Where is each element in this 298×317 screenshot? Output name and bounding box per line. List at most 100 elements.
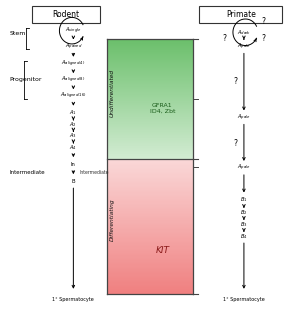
Bar	[108, 273, 193, 275]
Bar	[108, 193, 193, 195]
Bar	[108, 81, 193, 82]
Bar	[108, 207, 193, 208]
Bar	[108, 227, 193, 228]
Bar	[108, 71, 193, 72]
Text: $A_{aligned(8)}$: $A_{aligned(8)}$	[61, 75, 86, 85]
Text: $A_4$: $A_4$	[69, 143, 77, 152]
Bar	[108, 205, 193, 206]
Bar	[108, 84, 193, 85]
Bar	[108, 151, 193, 152]
Text: $B_1$: $B_1$	[240, 195, 248, 204]
Bar	[108, 128, 193, 130]
Bar	[108, 166, 193, 167]
Bar	[108, 41, 193, 42]
Bar	[108, 141, 193, 143]
Text: $A_2$: $A_2$	[69, 120, 77, 129]
Bar	[108, 117, 193, 118]
Bar	[108, 220, 193, 222]
Bar	[108, 269, 193, 270]
Bar	[108, 119, 193, 120]
Text: ?: ?	[233, 77, 237, 86]
Bar	[108, 256, 193, 257]
Text: Intermediate: Intermediate	[10, 170, 45, 175]
Bar	[108, 55, 193, 56]
Bar	[108, 45, 193, 46]
Text: ?: ?	[223, 34, 227, 43]
Bar	[108, 238, 193, 240]
Bar	[108, 233, 193, 234]
Bar	[108, 226, 193, 227]
Text: $A_{aligned(4)}$: $A_{aligned(4)}$	[61, 59, 86, 69]
Bar	[108, 152, 193, 153]
Bar	[108, 230, 193, 232]
Bar	[108, 289, 193, 290]
Bar	[108, 178, 193, 179]
Bar	[108, 106, 193, 107]
Bar	[108, 171, 193, 172]
Bar	[108, 102, 193, 104]
Bar	[108, 85, 193, 86]
Bar	[108, 54, 193, 55]
Text: Stem: Stem	[10, 31, 26, 36]
Bar	[108, 110, 193, 111]
Bar	[108, 202, 193, 204]
Bar	[108, 177, 193, 178]
Bar	[108, 139, 193, 140]
Text: ?: ?	[261, 34, 265, 43]
Bar	[108, 201, 193, 202]
Bar	[108, 187, 193, 188]
Bar	[108, 223, 193, 224]
Bar	[108, 260, 193, 261]
Bar	[108, 43, 193, 45]
Bar	[108, 169, 193, 170]
Text: $A_{pale}$: $A_{pale}$	[237, 41, 251, 52]
Bar	[108, 40, 193, 41]
Text: Rodent: Rodent	[52, 10, 80, 19]
Bar	[108, 56, 193, 58]
Bar	[108, 172, 193, 173]
Bar	[108, 82, 193, 84]
Bar	[108, 167, 193, 169]
Bar	[108, 75, 193, 76]
Bar	[108, 180, 193, 181]
Text: Primate: Primate	[226, 10, 256, 19]
Bar	[108, 235, 193, 236]
Bar	[108, 100, 193, 101]
Bar	[108, 53, 193, 54]
Bar	[108, 222, 193, 223]
Bar	[108, 115, 193, 117]
Bar	[108, 42, 193, 43]
Bar	[108, 287, 193, 288]
Bar	[108, 248, 193, 249]
Bar	[199, 6, 283, 23]
Bar	[108, 157, 193, 158]
Bar	[108, 174, 193, 175]
Bar	[108, 190, 193, 191]
Bar	[108, 188, 193, 189]
Bar	[108, 173, 193, 174]
Bar	[108, 237, 193, 238]
Bar	[108, 69, 193, 71]
Bar	[108, 206, 193, 207]
Bar	[108, 270, 193, 271]
Bar	[108, 150, 193, 151]
Bar	[108, 134, 193, 135]
Bar	[108, 97, 193, 98]
Bar	[108, 271, 193, 272]
Bar	[108, 285, 193, 286]
Bar	[108, 212, 193, 214]
Bar	[108, 67, 193, 68]
Bar	[108, 185, 193, 187]
Bar	[108, 208, 193, 209]
Bar	[108, 278, 193, 279]
Text: $A_{single}$: $A_{single}$	[65, 26, 82, 36]
Bar	[108, 179, 193, 180]
Bar	[108, 261, 193, 262]
Bar	[108, 73, 193, 74]
Bar	[108, 275, 193, 277]
Bar	[108, 164, 193, 165]
Bar	[108, 47, 193, 48]
Bar	[108, 87, 193, 88]
Bar	[108, 89, 193, 91]
Bar	[108, 263, 193, 264]
